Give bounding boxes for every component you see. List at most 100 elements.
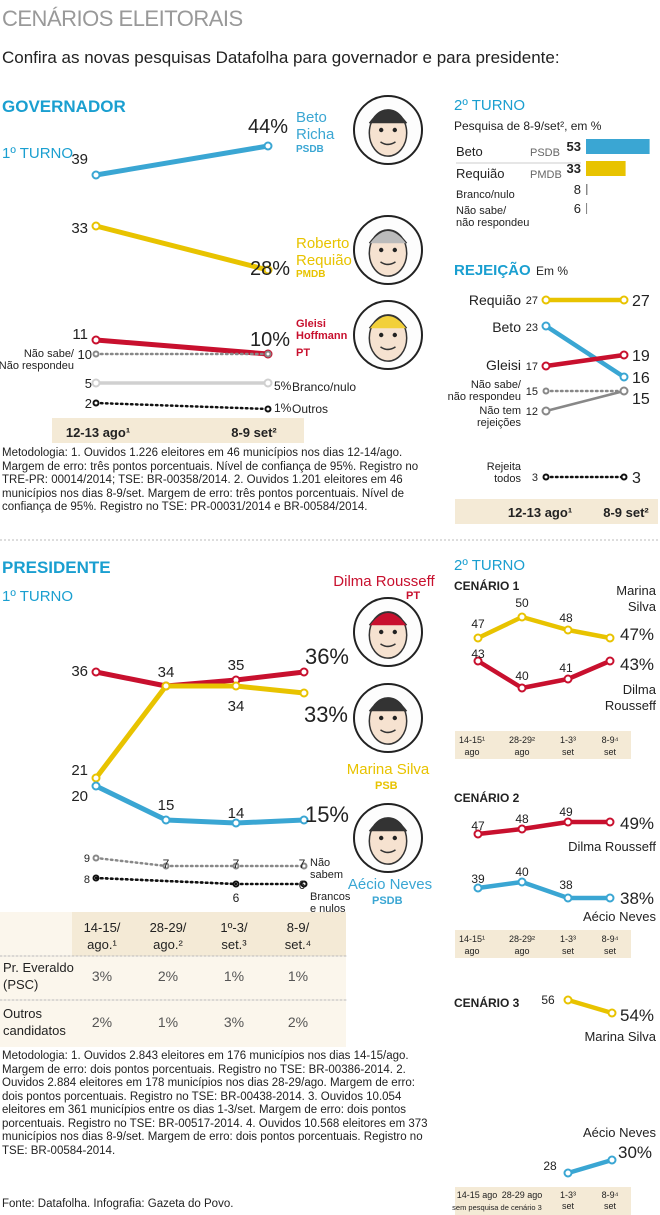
cen1-axis-cat: 1-3³ [560,735,576,745]
gov-branco-start: 5 [85,376,92,391]
rej-naosabe-start: 15 [526,386,538,398]
cen2-v: 40 [515,865,529,879]
gov-requiao-start: 33 [71,220,88,237]
gov-series-5-point [264,405,272,413]
gov-1turno-label: 1º TURNO [2,145,73,162]
pres-aecio-v2: 15 [158,797,175,814]
rej-gleisi-start: 17 [526,361,538,373]
gov-naosabe-label-line: Não sabe/ [24,348,75,360]
pres-series-3-segment [94,856,168,868]
pres-series-2-segment [163,817,239,826]
gov2-bar [586,161,626,176]
pres-series-2-segment [233,817,307,826]
pres-series-1-point [91,773,101,783]
rej-series-5-point [542,473,550,481]
rej-series-2-point [541,361,551,371]
pres-series-2-point [91,781,101,791]
cen1-axis-cat: 28-29² [509,735,535,745]
dilma-caricature-mouth [380,643,396,648]
pres-series-3-point [162,862,170,870]
cen1-v: 43% [620,655,654,674]
cen2-aecio-point [517,877,527,887]
aecio-caricature-hair [368,817,408,832]
pres-table-cell: 2% [158,968,178,984]
pres-aecio-v4: 15% [305,802,349,827]
pres-table-rowlabel: Pr. Everaldo [3,960,74,975]
requiao-caricature-eye [392,247,397,253]
pres-series-1-segment [93,683,169,781]
pres-table-header: set.⁴ [285,937,312,952]
pres-aecio-name: Aécio Neves [348,876,432,893]
cen1-marina-segment [475,614,525,641]
rej-gleisi-end: 19 [632,348,650,365]
rej-todos-label-line: todos [494,473,521,485]
cen1-dilma-point [563,674,573,684]
pres-table-header: 28-29/ [150,920,187,935]
marina-caricature-eye [392,715,397,721]
rej-naotem-end: 15 [632,391,650,408]
gov-cat-label: 12-13 ago¹ [66,425,130,440]
gov-beto-start: 39 [71,151,88,168]
cen1-marina-segment [519,614,571,633]
gov-naosabe-label-line: Não respondeu [0,360,74,372]
pres-brancos-link [94,876,238,886]
gleisi-caricature-eye [392,332,397,338]
pres-table-header: set.³ [221,937,247,952]
pres-aecio-party: PSDB [372,895,403,907]
gov2-value: 8 [574,182,581,197]
pres-title: PRESIDENTE [2,558,111,577]
cen3-v: 54% [620,1006,654,1025]
gov-gleisi-name-line: Hoffmann [296,330,348,342]
cen1-axis-band [455,731,631,759]
gov2-cat-line: não respondeu [456,217,529,229]
rej-cat-label: 8-9 set² [603,505,649,520]
gov2-bar [586,184,588,195]
rej-requiao-start: 27 [526,295,538,307]
pres-series-1-point [299,688,309,698]
dilma-caricature-eye [379,629,384,635]
gov-series-3-point [264,350,272,358]
gov2-bar [586,139,650,154]
pres-naosabem-v4: 7 [299,857,306,871]
rej-series-4-segment [544,389,626,413]
pres-dilma-name: Dilma Rousseff [333,573,435,590]
gov-gleisi-end: 10% [250,329,290,351]
rej-series-0-point [619,295,629,305]
gleisi-caricature-hair [368,314,408,329]
gov-series-1-segment [93,223,271,273]
cen1-dilma-segment [475,658,525,691]
rej-requiao-label: Requião [469,292,521,308]
fonte: Fonte: Datafolha. Infografia: Gazeta do … [2,1198,234,1210]
gov2-value: 53 [567,139,581,154]
cen1-v: 47% [620,625,654,644]
pres-marina-party: PSB [375,780,398,792]
gov-requiao-party: PMDB [296,269,325,280]
gov-outros-end: 1% [274,401,292,415]
gov-beto-end: 44% [248,116,288,138]
pres-series-1-point [231,681,241,691]
cen1-marina-point [563,625,573,635]
cen1-v: 48 [559,611,573,625]
pres-series-3-point [232,862,240,870]
pres-table-rowlabel: candidatos [3,1023,66,1038]
cen3-aecio-point [563,1168,573,1178]
cen2-axis-cat: ago [464,946,479,956]
pres-brancos-label-line: Brancos [310,891,351,903]
cen1-marina-segment [565,627,613,641]
marina-caricature-eye [379,715,384,721]
gov2-cat: Beto [456,144,483,159]
cen3-cat: 14-15 ago [457,1190,498,1200]
rej-gleisi-label: Gleisi [486,357,521,373]
gov2-party: PMDB [530,169,562,181]
cen1-axis-cat: ago [514,747,529,757]
cen3-cat: set [604,1201,617,1211]
rej-naotem-label-line: Não tem [479,405,521,417]
cen1-axis-cat: 8-9⁴ [602,735,619,745]
gov2-cat-line: Não sabe/ [456,205,507,217]
pres-series-3-point [92,854,100,862]
rej-todos-start: 3 [532,472,538,484]
cen2-dilma-segment [475,826,525,837]
cen2-axis-cat: 28-29² [509,934,535,944]
rej-title: REJEIÇÃO [454,261,531,279]
cen3-v: 28 [543,1159,557,1173]
